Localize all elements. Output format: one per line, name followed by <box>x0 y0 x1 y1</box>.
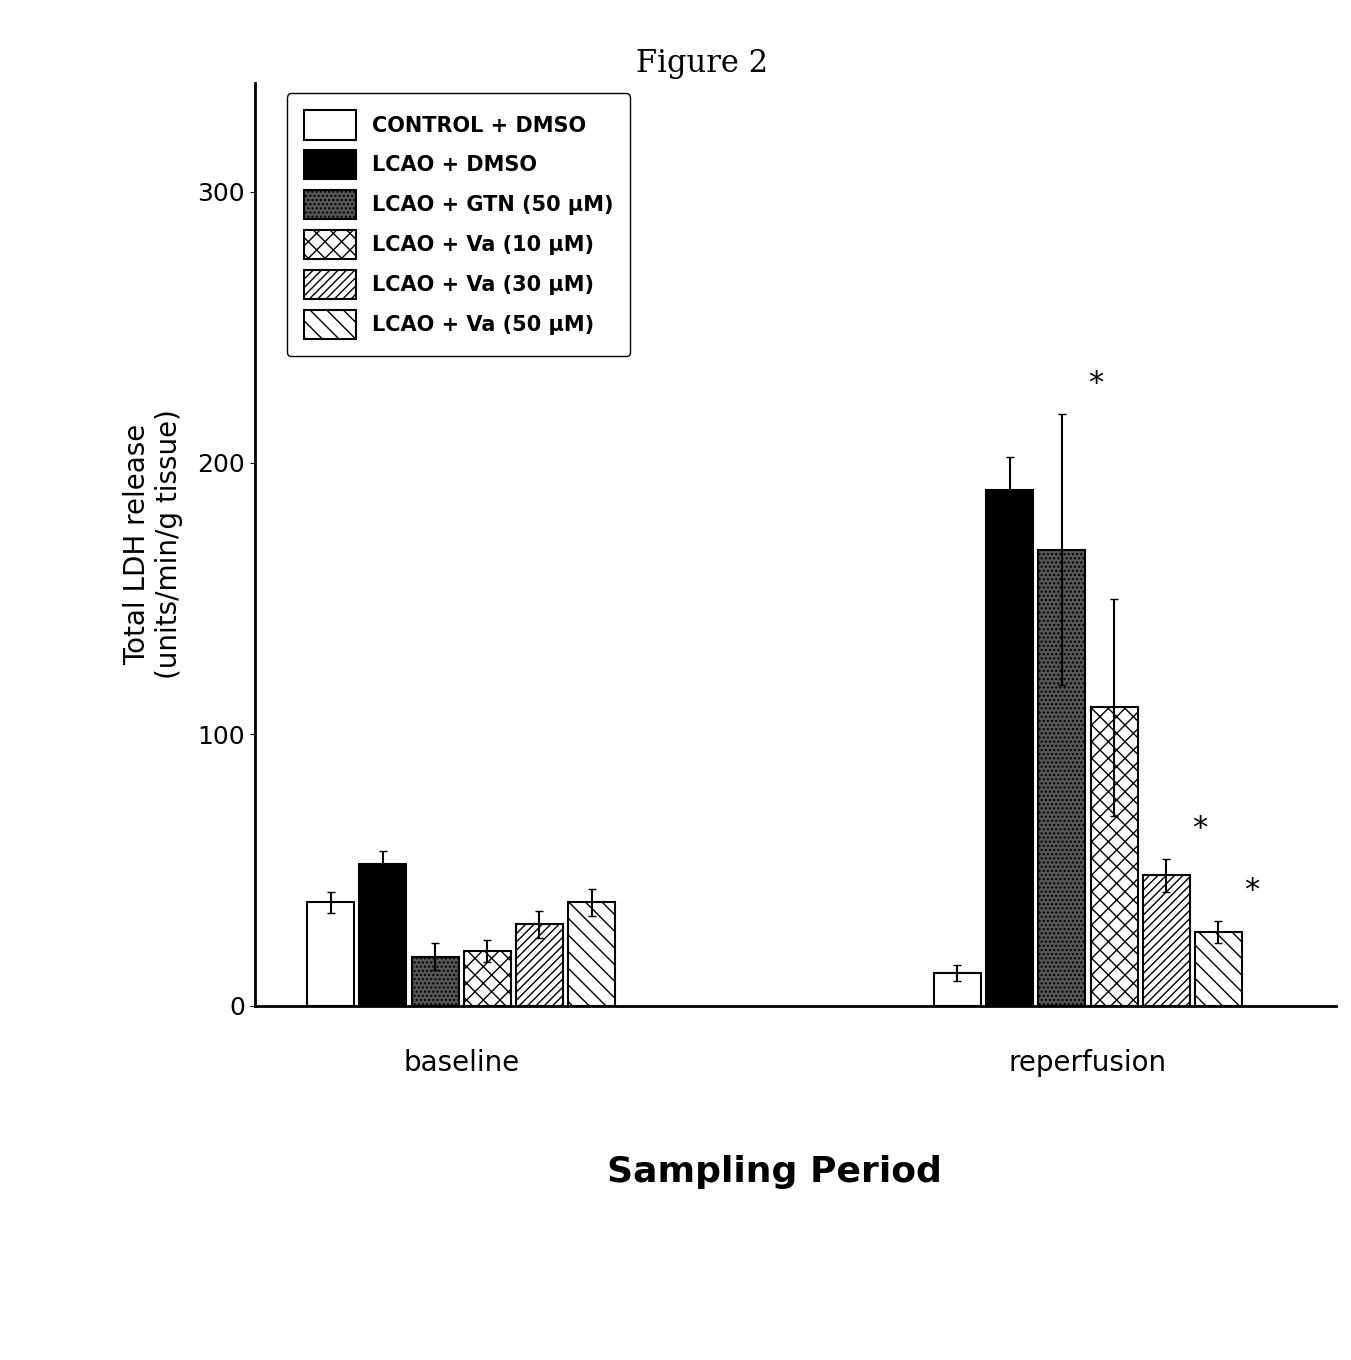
Bar <box>516 925 563 1005</box>
Bar <box>463 952 511 1005</box>
Text: Figure 2: Figure 2 <box>636 48 769 79</box>
Text: baseline: baseline <box>403 1049 519 1077</box>
Bar <box>1143 876 1190 1005</box>
Text: reperfusion: reperfusion <box>1009 1049 1167 1077</box>
Legend: CONTROL + DMSO, LCAO + DMSO, LCAO + GTN (50 μM), LCAO + Va (10 μM), LCAO + Va (3: CONTROL + DMSO, LCAO + DMSO, LCAO + GTN … <box>286 94 631 356</box>
Bar <box>307 903 354 1005</box>
Bar <box>359 865 407 1005</box>
Bar <box>1039 549 1085 1005</box>
Bar <box>412 956 458 1005</box>
Bar <box>569 903 615 1005</box>
Bar <box>1196 933 1242 1005</box>
Text: *: * <box>1244 876 1259 906</box>
Bar <box>986 490 1034 1005</box>
Text: Sampling Period: Sampling Period <box>607 1155 942 1189</box>
Text: *: * <box>1192 813 1208 843</box>
Bar <box>1090 707 1138 1005</box>
Bar <box>934 972 981 1005</box>
Text: *: * <box>1088 369 1102 397</box>
Y-axis label: Total LDH release
(units/min/g tissue): Total LDH release (units/min/g tissue) <box>123 409 184 679</box>
